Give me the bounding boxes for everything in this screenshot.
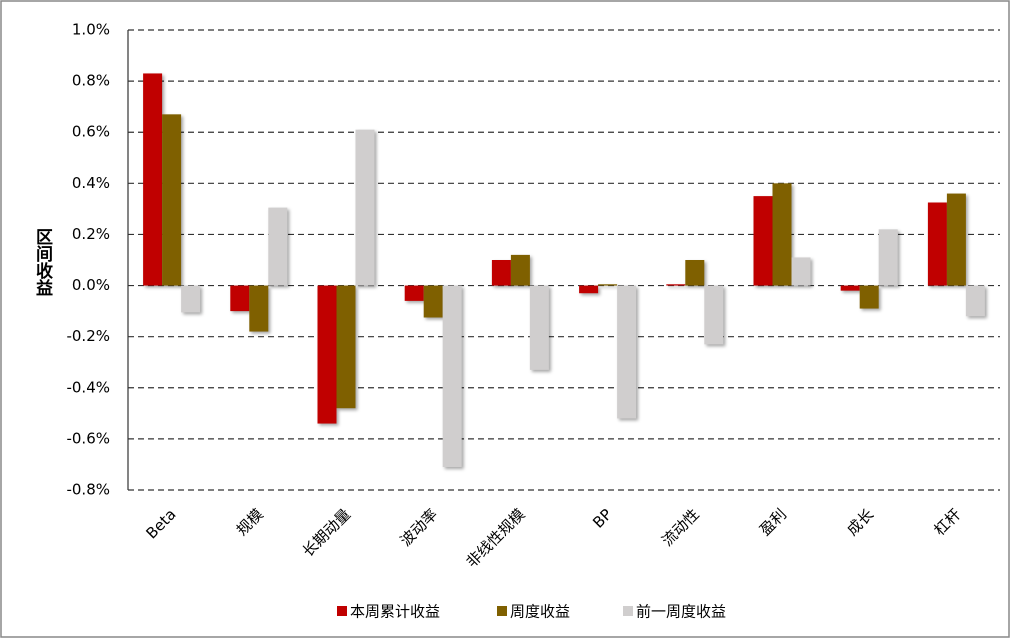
y-tick-label: 0.8% xyxy=(72,72,110,90)
bar xyxy=(685,260,705,286)
bar xyxy=(529,285,549,370)
bar xyxy=(404,285,424,301)
bar xyxy=(491,260,511,286)
y-tick-label: 1.0% xyxy=(72,21,110,39)
bar xyxy=(878,229,898,286)
bar xyxy=(772,183,792,286)
bar xyxy=(249,285,269,332)
bar xyxy=(753,196,773,286)
legend-label: 前一周度收益 xyxy=(636,603,726,621)
bar xyxy=(230,285,250,312)
bar xyxy=(162,114,182,286)
bar xyxy=(336,285,356,409)
y-tick-label: 0.4% xyxy=(72,174,110,192)
legend-label: 周度收益 xyxy=(510,603,570,621)
y-axis-label: 区间收益 xyxy=(32,228,53,296)
legend-label: 本周累计收益 xyxy=(350,603,440,621)
bar xyxy=(143,73,163,286)
legend-swatch xyxy=(497,606,507,616)
bar xyxy=(946,193,966,286)
y-tick-label: -0.4% xyxy=(66,378,110,396)
bar xyxy=(704,285,724,345)
bar xyxy=(317,285,337,424)
legend-swatch xyxy=(337,606,347,616)
bar xyxy=(840,285,860,291)
bar xyxy=(268,207,288,286)
bar xyxy=(965,285,985,317)
bar xyxy=(927,202,947,286)
y-tick-label: -0.6% xyxy=(66,429,110,447)
legend-swatch xyxy=(623,606,633,616)
bar xyxy=(442,285,462,467)
bar xyxy=(791,257,811,286)
bar xyxy=(355,129,375,286)
bar xyxy=(666,284,686,286)
y-tick-label: -0.8% xyxy=(66,481,110,499)
y-tick-label: 0.2% xyxy=(72,225,110,243)
bar xyxy=(859,285,879,309)
bar xyxy=(579,285,599,294)
bar xyxy=(510,254,530,286)
bar xyxy=(617,285,637,419)
y-tick-label: 0.0% xyxy=(72,276,110,294)
bar xyxy=(598,284,618,286)
bar xyxy=(181,285,201,313)
y-tick-label: -0.2% xyxy=(66,327,110,345)
y-tick-label: 0.6% xyxy=(72,123,110,141)
bar xyxy=(423,285,443,318)
